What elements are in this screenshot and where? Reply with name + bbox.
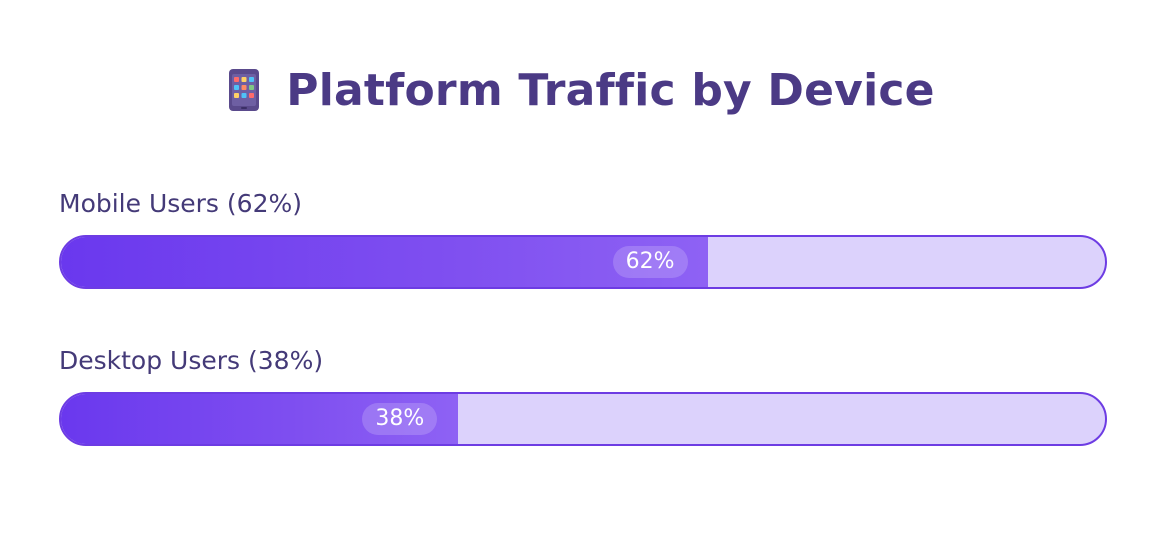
bar-value-label: 38% bbox=[362, 403, 438, 435]
bar-fill bbox=[61, 237, 709, 287]
bar-label: Mobile Users (62%) bbox=[59, 189, 302, 218]
bar-value-label: 62% bbox=[612, 246, 688, 278]
bar-group: Desktop Users (38%) 38% bbox=[59, 345, 1107, 446]
tablet-app-grid-icon bbox=[229, 69, 260, 111]
bar-group: Mobile Users (62%) 62% bbox=[59, 188, 1107, 289]
chart-title: Platform Traffic by Device bbox=[286, 64, 935, 116]
bar-track: 62% bbox=[59, 235, 1107, 289]
bar-track: 38% bbox=[59, 392, 1107, 446]
bar-fill bbox=[61, 394, 458, 444]
bar-label: Desktop Users (38%) bbox=[59, 346, 324, 375]
chart-header: Platform Traffic by Device bbox=[0, 60, 1163, 120]
